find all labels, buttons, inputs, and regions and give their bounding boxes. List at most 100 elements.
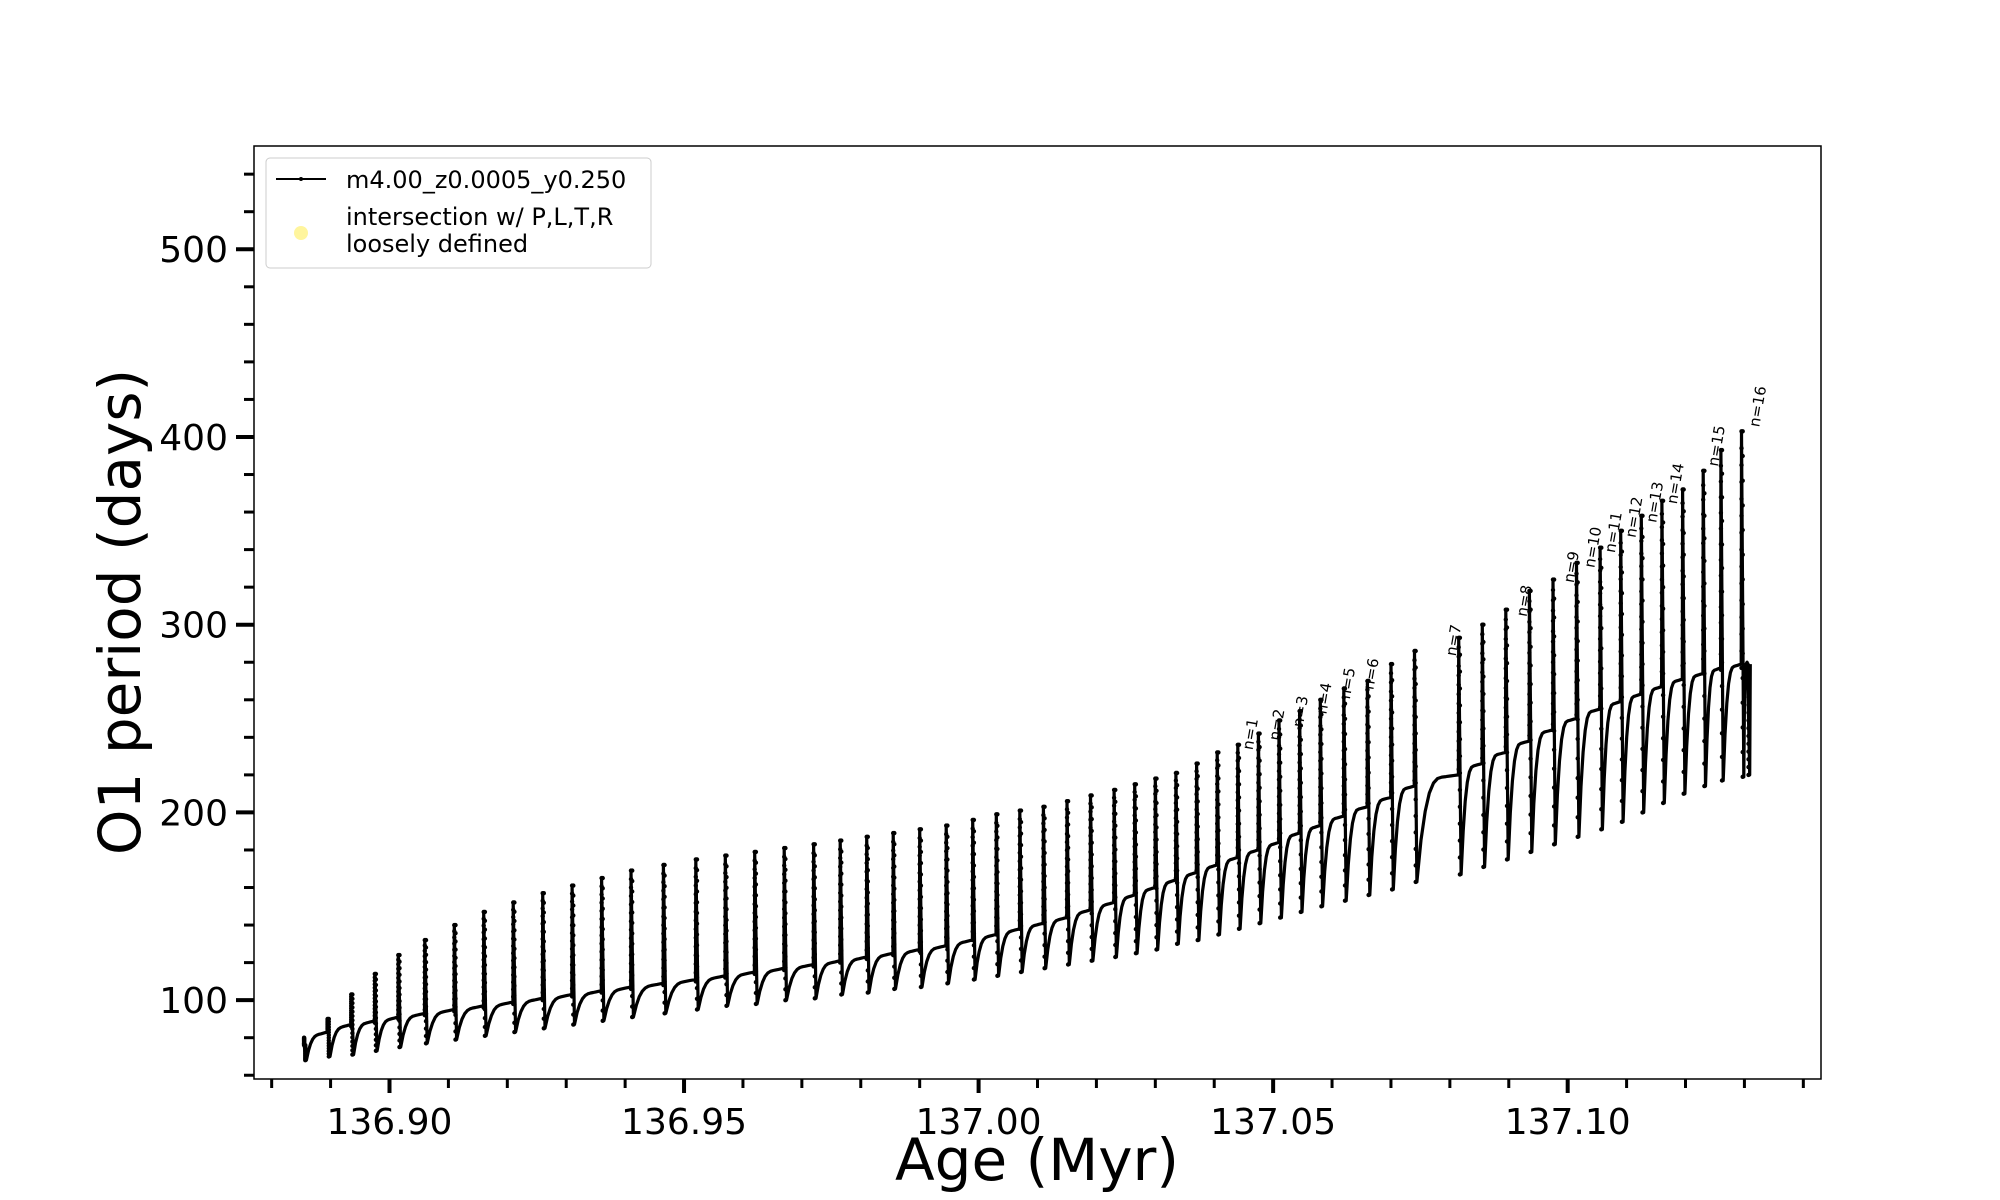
series-point: [1342, 701, 1348, 706]
series-point: [1173, 875, 1179, 881]
series-point: [694, 921, 700, 926]
series-point: [1278, 873, 1283, 878]
series-point: [892, 964, 897, 969]
series-point: [891, 926, 896, 932]
series-point: [783, 878, 788, 883]
series-point: [783, 954, 788, 959]
series-point: [1551, 766, 1557, 771]
series-point: [1132, 789, 1137, 795]
series-point: [1297, 760, 1302, 765]
series-point: [1480, 736, 1485, 742]
series-point: [1042, 804, 1047, 809]
series-point: [1298, 751, 1304, 757]
series-point: [1740, 700, 1745, 705]
series-point: [1575, 678, 1580, 683]
series-point: [1342, 716, 1348, 721]
series-point: [482, 954, 488, 959]
series-point: [1702, 626, 1707, 631]
series-point: [1195, 937, 1200, 943]
series-point: [891, 848, 896, 853]
series-point: [917, 853, 922, 858]
series-point: [1113, 787, 1118, 793]
series-point: [453, 988, 458, 993]
series-point: [1575, 815, 1580, 820]
series-point: [1740, 503, 1745, 508]
series-point: [1389, 790, 1395, 796]
series-point: [1740, 601, 1745, 607]
annotation-label: n=15: [1704, 424, 1729, 468]
series-point: [1111, 851, 1117, 856]
series-point: [1504, 678, 1510, 684]
series-point: [1660, 671, 1666, 676]
series-point: [1195, 925, 1200, 930]
series-point: [1342, 746, 1348, 752]
series-point: [1504, 714, 1510, 719]
series-point: [1018, 958, 1024, 963]
series-point: [1366, 709, 1371, 714]
series-point: [995, 858, 1000, 863]
series-point: [1018, 900, 1024, 905]
series-point: [350, 1043, 355, 1049]
series-point: [423, 1011, 429, 1016]
series-point: [1257, 731, 1262, 736]
series-point: [1480, 660, 1485, 665]
series-point: [599, 974, 604, 979]
series-point: [1216, 789, 1221, 794]
series-point: [1659, 524, 1665, 530]
series-point: [373, 977, 379, 982]
series-point: [1194, 845, 1199, 850]
series-point: [1195, 862, 1200, 867]
series-point: [512, 900, 517, 905]
series-point: [397, 985, 402, 991]
series-point: [945, 936, 950, 941]
series-point: [1318, 810, 1323, 816]
series-point: [1681, 552, 1686, 557]
series-point: [1366, 770, 1371, 775]
series-point: [1174, 929, 1180, 934]
series-point: [1216, 776, 1221, 781]
series-point: [724, 917, 729, 923]
series-point: [512, 928, 517, 933]
series-point: [1599, 746, 1604, 752]
series-point: [1257, 785, 1262, 790]
series-point: [1740, 478, 1745, 483]
series-point: [1154, 825, 1159, 830]
series-point: [423, 967, 429, 972]
series-point: [1297, 786, 1302, 791]
series-point: [1088, 809, 1093, 814]
series-point: [694, 975, 700, 980]
series-point: [1042, 850, 1047, 856]
series-point: [865, 934, 870, 940]
series-point: [1639, 601, 1644, 607]
series-point: [1154, 837, 1159, 842]
series-point: [944, 883, 949, 888]
series-point: [397, 1012, 402, 1017]
series-point: [630, 973, 635, 978]
series-point: [1575, 736, 1580, 742]
series-point: [1174, 844, 1180, 849]
series-point: [693, 935, 698, 940]
series-point: [1457, 872, 1463, 877]
series-point: [945, 834, 950, 839]
series-point: [1256, 805, 1261, 810]
series-point: [373, 1043, 379, 1048]
series-point: [630, 941, 635, 946]
series-point: [864, 860, 869, 866]
series-point: [540, 913, 545, 919]
series-point: [811, 946, 816, 952]
series-point: [865, 945, 870, 951]
series-point: [1639, 652, 1644, 657]
series-point: [1457, 669, 1463, 674]
series-point: [1113, 930, 1118, 936]
series-point: [1719, 660, 1725, 665]
series-point: [1133, 830, 1139, 835]
series-point: [1042, 908, 1047, 913]
series-point: [1681, 639, 1686, 644]
series-point: [1174, 856, 1180, 861]
series-point: [1298, 780, 1304, 785]
series-point: [482, 1015, 488, 1021]
series-point: [1342, 837, 1348, 843]
series-point: [1064, 872, 1070, 877]
series-point: [1551, 672, 1557, 677]
series-point: [1480, 755, 1485, 761]
